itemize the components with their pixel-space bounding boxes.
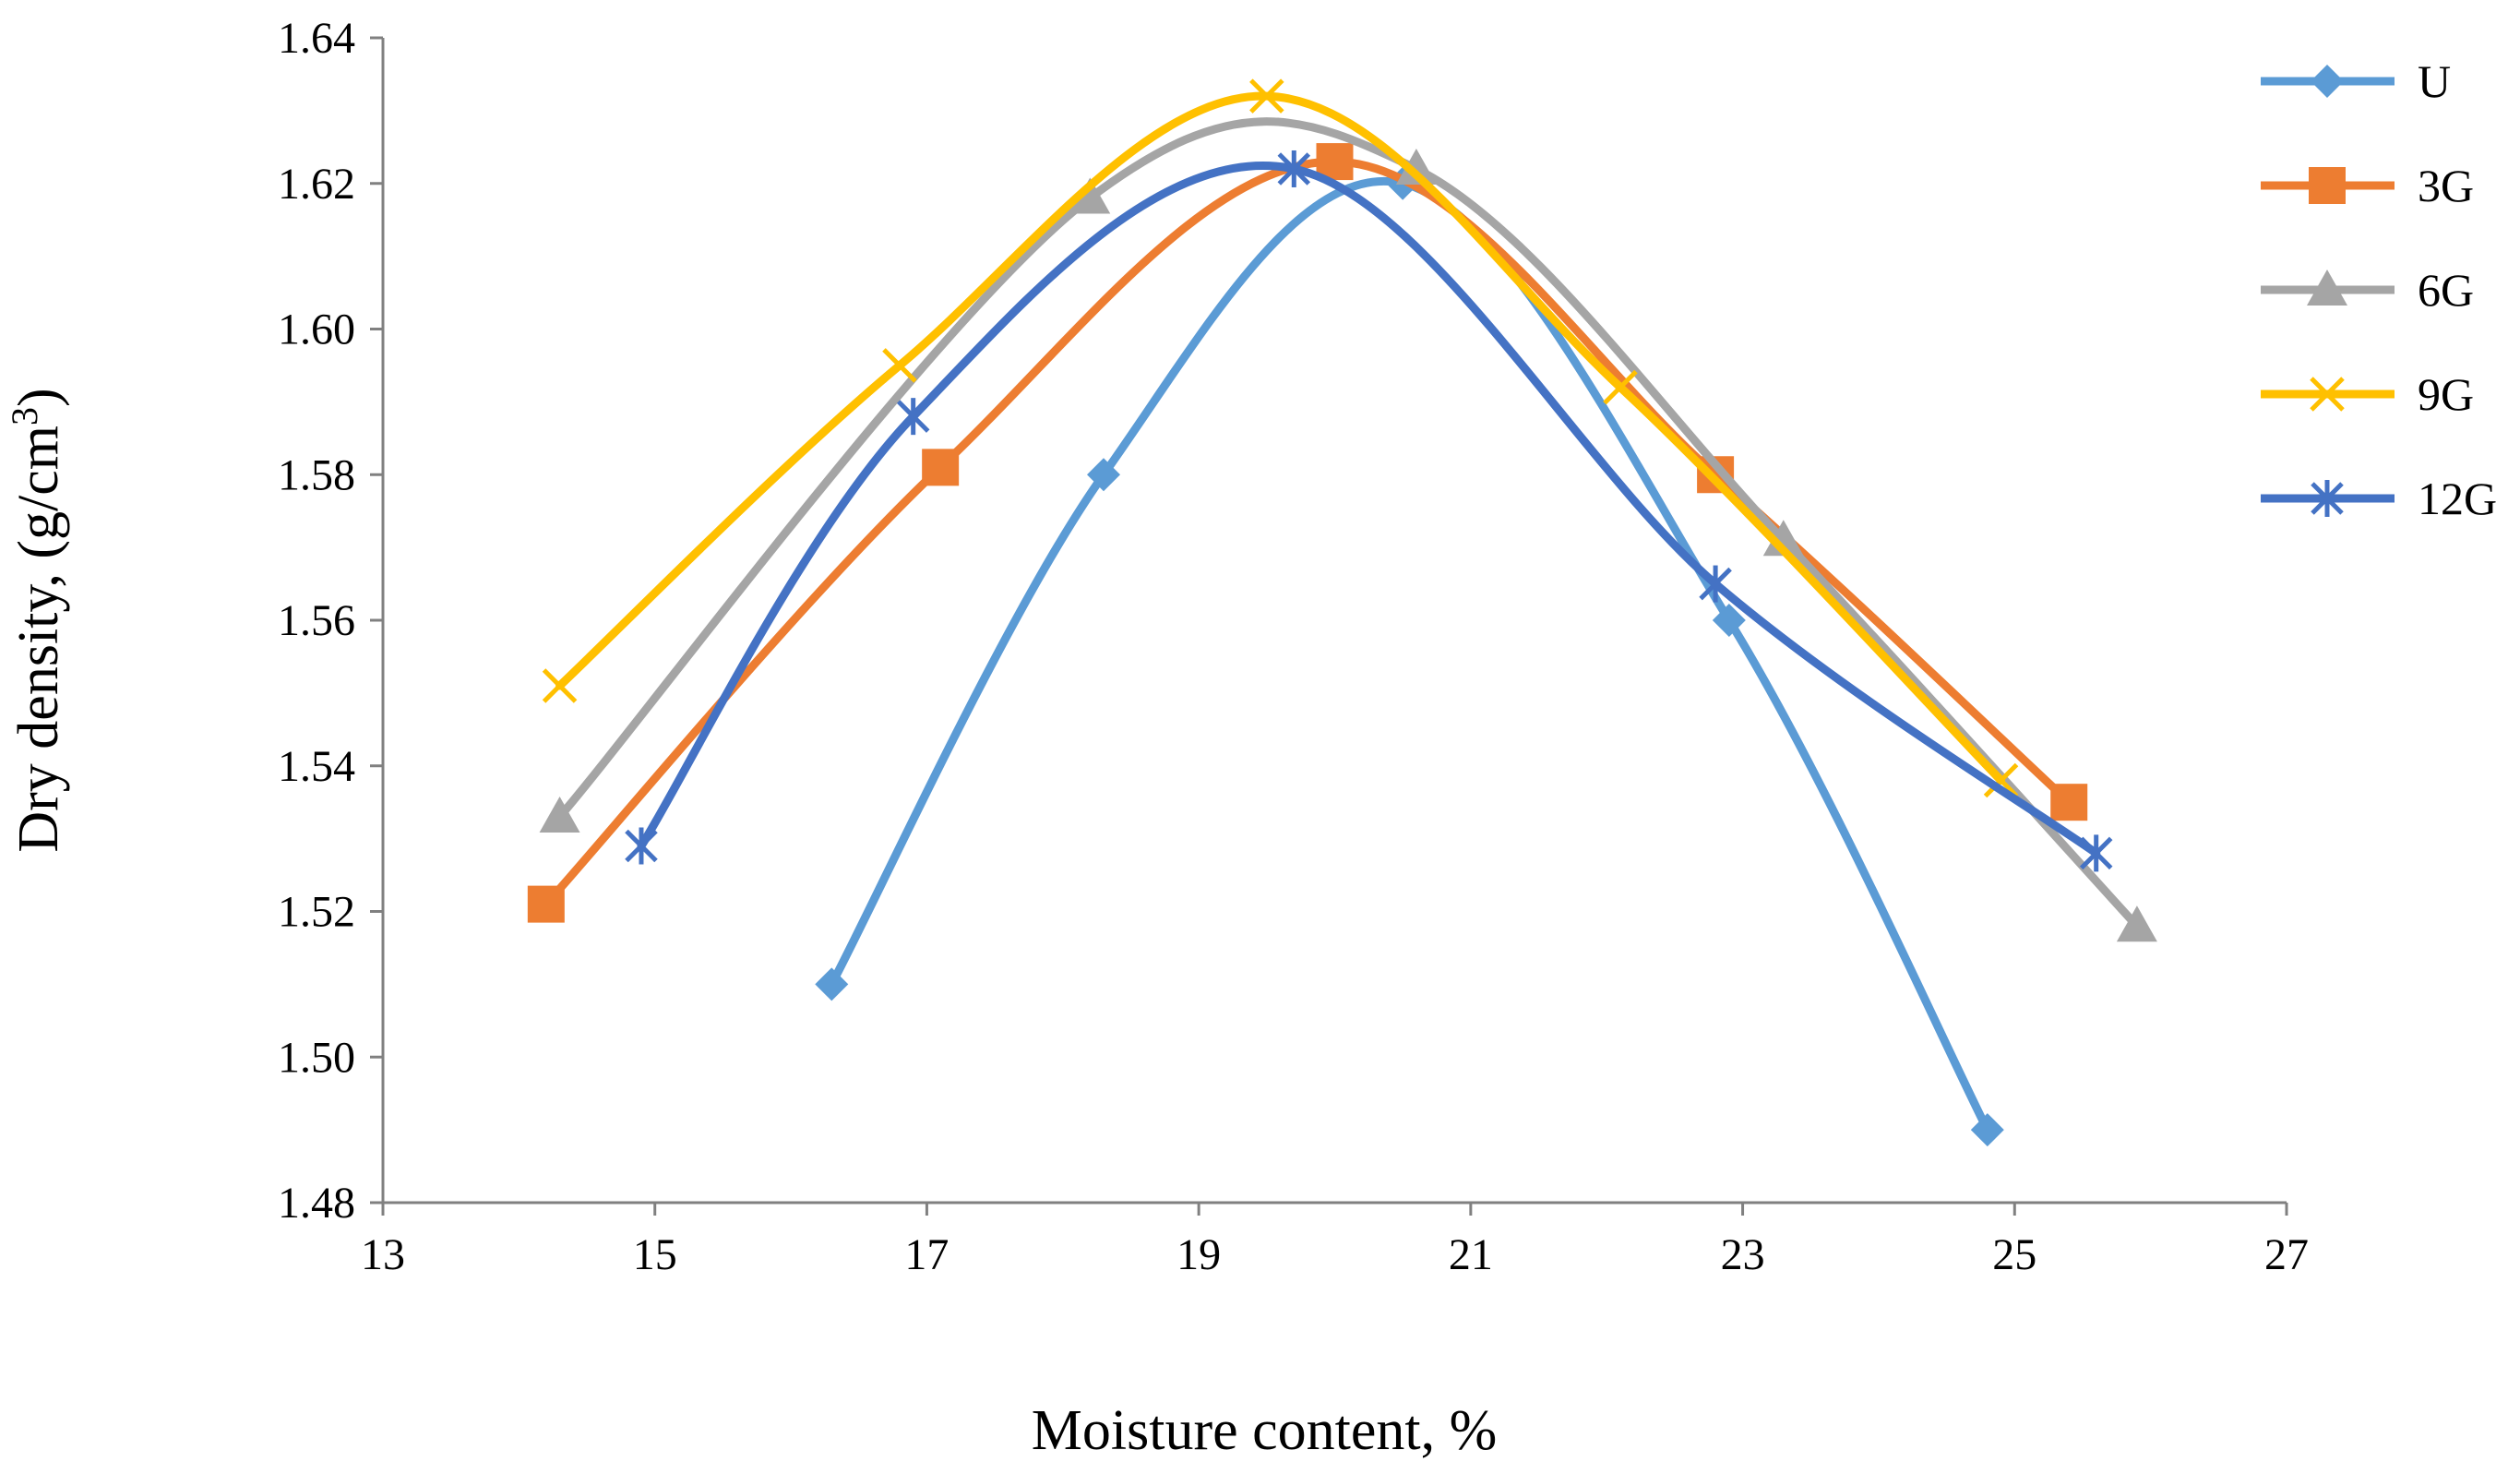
data-point-U — [1970, 1113, 2004, 1147]
data-point-6G — [539, 796, 580, 833]
y-axis-title: Dry density, (g/cm3) — [4, 388, 70, 852]
data-point-6G — [1762, 520, 1804, 557]
y-tick-label: 1.60 — [278, 306, 355, 354]
x-tick-label: 19 — [1176, 1230, 1221, 1279]
data-point-U — [1086, 458, 1120, 492]
y-tick-label: 1.52 — [278, 888, 355, 937]
series-U — [815, 166, 2004, 1147]
legend-marker — [2307, 270, 2347, 306]
x-axis-title: Moisture content, % — [1032, 1399, 1498, 1462]
series-line-3G — [542, 157, 2073, 909]
legend-label: 9G — [2418, 368, 2474, 420]
plot-area: 1.481.501.521.541.561.581.601.621.64 13 1… — [278, 14, 2309, 1279]
legend-item-3G: 3G — [2261, 160, 2474, 211]
data-point-3G — [922, 449, 960, 486]
data-point-3G — [527, 885, 565, 923]
legend-item-9G: 9G — [2261, 368, 2474, 420]
series-9G — [542, 78, 2019, 798]
legend-label: 12G — [2418, 473, 2497, 524]
x-tick-label: 15 — [633, 1230, 677, 1279]
y-tick-label: 1.64 — [278, 14, 355, 63]
y-tick-label: 1.58 — [278, 450, 355, 499]
x-tick-label: 13 — [361, 1230, 405, 1279]
y-axis-ticks: 1.48 1.50 1.52 1.54 1.56 1.58 1.60 1.62 1.64 — [278, 14, 383, 1228]
data-point-U — [1712, 604, 1746, 637]
legend-item-U: U — [2261, 55, 2451, 107]
data-point-U — [815, 967, 849, 1001]
series-line-6G — [555, 117, 2142, 930]
data-point-3G — [2050, 784, 2088, 821]
data-point-6G — [2116, 905, 2157, 942]
series-layer — [527, 78, 2157, 1147]
y-axis-title-superscript: 3 — [4, 407, 45, 425]
legend-marker — [2311, 480, 2344, 517]
data-point-6G — [1395, 148, 1437, 185]
data-point-12G — [2079, 834, 2113, 872]
legend-label: 6G — [2418, 264, 2474, 316]
series-3G — [527, 143, 2088, 923]
y-tick-label: 1.48 — [278, 1179, 355, 1228]
x-tick-label: 23 — [1721, 1230, 1765, 1279]
legend-label: 3G — [2418, 160, 2474, 211]
data-point-9G — [882, 348, 917, 383]
legend-item-6G: 6G — [2261, 264, 2474, 316]
data-point-9G — [1603, 369, 1638, 405]
y-tick-label: 1.62 — [278, 160, 355, 209]
data-point-12G — [1277, 150, 1311, 187]
y-tick-label: 1.50 — [278, 1033, 355, 1082]
legend-marker — [2310, 377, 2345, 412]
legend-marker — [2309, 167, 2346, 204]
x-tick-label: 27 — [2264, 1230, 2309, 1279]
data-point-9G — [1983, 762, 2019, 798]
series-line-9G — [555, 91, 2006, 785]
x-tick-label: 25 — [1992, 1230, 2036, 1279]
legend-marker — [2311, 65, 2344, 98]
data-point-12G — [896, 398, 930, 436]
legend-label: U — [2418, 55, 2451, 107]
data-point-9G — [1249, 78, 1284, 114]
y-tick-label: 1.54 — [278, 742, 355, 791]
series-line-12G — [637, 162, 2101, 857]
x-axis-ticks: 13 15 17 19 21 23 25 27 — [361, 1203, 2309, 1279]
x-tick-label: 21 — [1449, 1230, 1493, 1279]
legend-item-12G: 12G — [2261, 473, 2497, 524]
data-point-12G — [1699, 565, 1732, 603]
y-tick-label: 1.56 — [278, 596, 355, 645]
data-point-6G — [1069, 177, 1111, 214]
series-6G — [539, 117, 2157, 942]
x-tick-label: 17 — [904, 1230, 949, 1279]
series-12G — [625, 150, 2113, 872]
y-axis-title-suffix: ) — [7, 388, 70, 407]
data-point-12G — [625, 827, 658, 865]
y-axis-title-main: Dry density, (g/cm — [7, 425, 70, 853]
data-point-9G — [542, 668, 578, 703]
legend: U 3G 6G 9G 12G — [2261, 55, 2497, 524]
